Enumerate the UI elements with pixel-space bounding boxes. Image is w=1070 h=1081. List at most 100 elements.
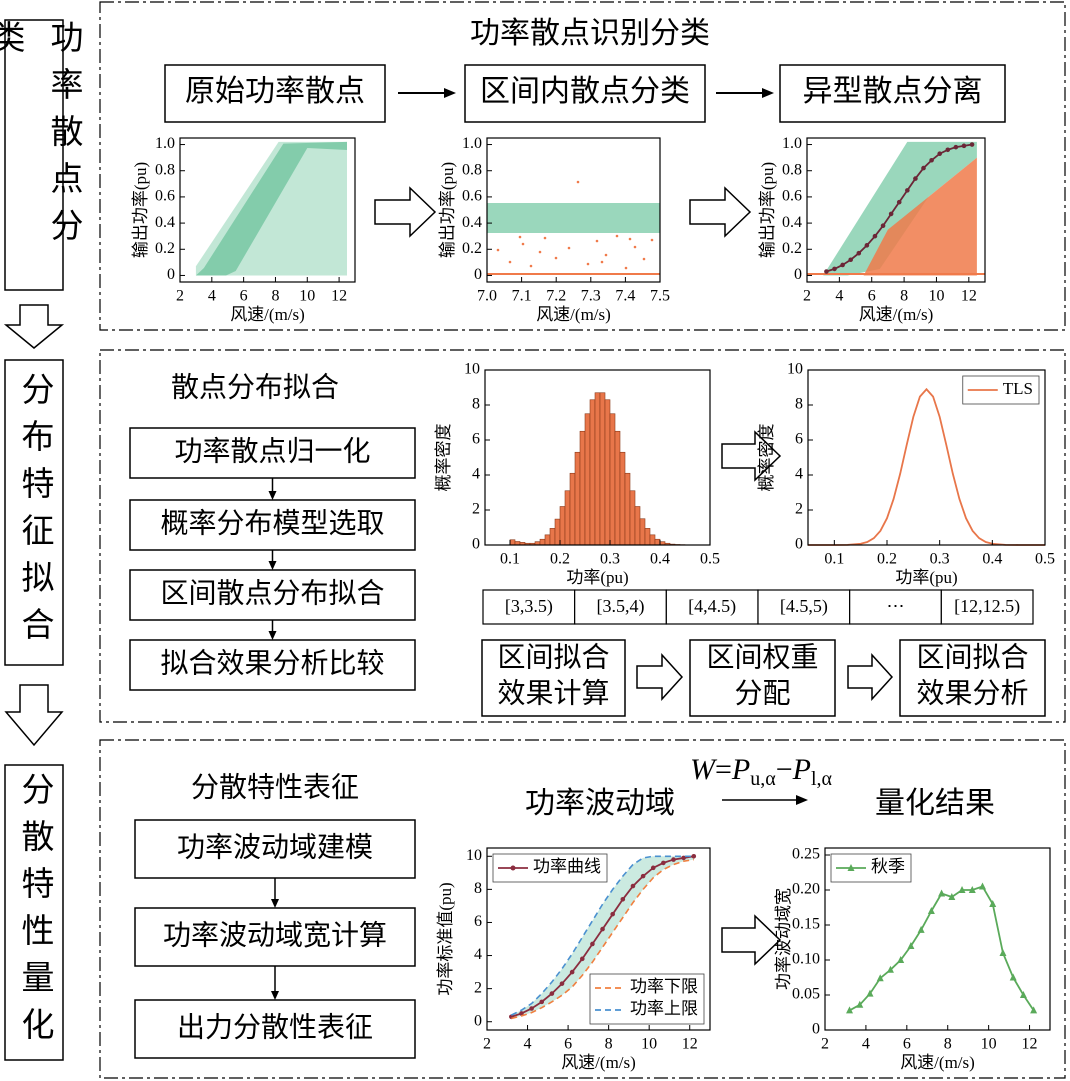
y-tick-label: 0.2 [155,240,175,257]
x-tick-label: 0.2 [550,551,570,568]
y-tick-label: 6 [474,913,482,930]
formula-arrow-head [796,795,808,805]
y-tick-label: 0.6 [462,188,482,205]
hollow-arrow [689,186,752,238]
x-tick-label: 0.4 [650,551,670,568]
hist-bar [649,534,656,546]
interval-label: [12,12.5) [954,596,1020,617]
y-tick-label: 1.0 [782,135,802,152]
point-marker [896,199,902,205]
scatter-cloud [195,141,347,276]
y-tick-label: 0 [794,266,802,283]
point-marker [961,143,967,149]
plot-frame [824,847,1051,1031]
x-tick-label: 6 [240,288,248,305]
hist-bar [639,518,646,546]
y-tick-label: 0.6 [155,188,175,205]
point-marker [888,211,894,217]
point-marker [953,144,959,150]
result-label: 量化结果 [875,787,995,820]
step-box [464,64,706,123]
y-tick-label: 0.25 [792,846,820,863]
x-tick-label: 7.0 [477,288,497,305]
side-label: 功率散点分类 [0,20,81,255]
formula-part: u,α [750,768,776,790]
down-arrow [4,684,64,747]
y-tick-label: 8 [474,880,482,897]
point-marker [969,142,975,147]
x-axis-label: 风速/(m/s) [900,1053,975,1072]
point-marker [937,151,942,157]
y-axis-label: 输出功率(pu) [438,162,457,258]
legend-label: 功率曲线 [533,857,601,876]
step-label: 拟合效果分析比较 [160,647,384,679]
plot-frame [179,137,356,283]
y-tick-label: 2 [472,501,480,518]
point-marker [846,1006,854,1014]
legend-label: 秋季 [871,857,905,876]
formula-part: W [690,753,718,786]
point-marker [876,974,884,982]
x-tick-label: 0.1 [824,551,844,568]
x-tick-label: 6 [903,1036,911,1053]
y-tick-label: 2 [795,501,803,518]
y-tick-label: 2 [474,979,482,996]
point-marker [872,233,878,239]
y-axis-label: 概率密度 [757,424,776,492]
point-marker [824,269,829,274]
scatter-cloud [823,141,977,276]
point-marker [610,911,615,917]
step-label: 原始功率散点 [185,75,365,108]
result-label: 效果分析 [916,677,1028,709]
hist-bar [644,528,651,546]
hist-bar [579,430,586,546]
y-tick-label: 4 [472,466,480,483]
hist-bar [599,392,606,546]
y-tick-label: 6 [472,431,480,448]
step-box [134,907,416,967]
hist-bar [539,538,546,546]
point-marker [539,999,545,1005]
point-marker [989,900,997,907]
interval-cell [574,589,667,625]
step-box [164,64,386,123]
hollow-arrow [721,430,782,482]
result-box [689,639,836,717]
point-marker [856,1000,864,1008]
y-tick-label: 1.0 [155,135,175,152]
y-tick-label: 10 [466,847,482,864]
plot-frame [486,847,711,1031]
x-axis-label: 风速/(m/s) [561,1053,636,1072]
section-title: 功率散点识别分类 [470,17,710,50]
side-label: 分散特性量化 [16,771,52,1054]
point-marker [866,989,874,997]
step-label: 概率分布模型选取 [160,507,384,539]
interval-cell [482,589,576,625]
series-line [510,855,694,1016]
point-marker [559,981,565,986]
step-label: 出力分散性表征 [177,1011,373,1043]
formula-part: P [792,753,811,786]
point-marker [661,860,666,866]
point-marker [640,873,646,879]
legend-frame [589,973,705,1025]
point-marker [897,956,905,963]
hist-bar [634,506,641,546]
y-tick-label: 0.4 [155,214,175,231]
hollow-arrow [374,186,437,238]
result-label: 区间权重 [706,641,818,673]
point-marker [938,889,946,897]
x-tick-label: 10 [299,288,315,305]
point-marker [929,157,934,163]
point-marker [681,855,686,861]
x-tick-label: 7.1 [512,288,532,305]
y-axis-label: 输出功率(pu) [758,162,777,258]
point-marker [979,882,986,890]
x-tick-label: 7.3 [581,288,601,305]
y-tick-label: 0.2 [462,240,482,257]
y-tick-label: 0.8 [782,161,802,178]
point-marker [948,893,956,900]
point-marker [921,165,926,171]
interval-label: [3.5,4) [597,596,645,617]
point-marker [968,886,976,893]
